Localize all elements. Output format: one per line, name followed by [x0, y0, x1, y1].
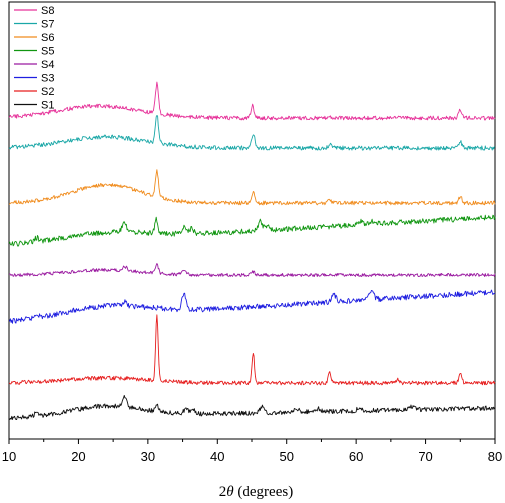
series-line-s7 — [8, 115, 496, 151]
legend-label-s8: S8 — [41, 5, 54, 17]
legend-label-s3: S3 — [41, 73, 54, 85]
x-tick-label-20: 20 — [71, 449, 85, 464]
x-tick-label-30: 30 — [141, 449, 155, 464]
x-axis-title: 2θ (degrees) — [219, 484, 293, 500]
legend-label-s5: S5 — [41, 46, 54, 58]
x-tick-label-70: 70 — [418, 449, 432, 464]
series-line-s5 — [8, 214, 496, 247]
legend-label-s1: S1 — [41, 100, 54, 112]
series-line-s1 — [8, 394, 496, 421]
legend-label-s2: S2 — [41, 86, 54, 98]
series-line-s3 — [8, 289, 496, 324]
legend-label-s4: S4 — [41, 59, 54, 71]
series-line-s4 — [8, 263, 496, 278]
series-layer — [8, 81, 496, 421]
series-line-s2 — [8, 314, 496, 386]
series-line-s6 — [8, 169, 496, 206]
x-tick-label-60: 60 — [349, 449, 363, 464]
x-tick-label-10: 10 — [2, 449, 16, 464]
x-tick-label-40: 40 — [210, 449, 224, 464]
x-tick-label-50: 50 — [279, 449, 293, 464]
x-tick-label-80: 80 — [488, 449, 502, 464]
legend-label-s7: S7 — [41, 19, 54, 31]
series-line-s8 — [8, 81, 496, 121]
legend-label-s6: S6 — [41, 32, 54, 44]
x-axis: 10 20 30 40 50 60 70 80 — [2, 439, 502, 464]
